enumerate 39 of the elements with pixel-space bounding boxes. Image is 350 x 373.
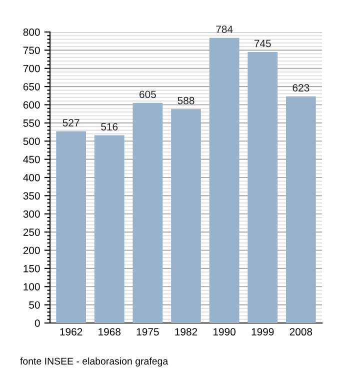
data-label: 605 (140, 90, 156, 98)
y-tick-label: 600 (23, 101, 40, 109)
y-tick-label: 450 (23, 156, 40, 164)
bar (286, 96, 316, 323)
y-tick-label: 400 (23, 174, 40, 182)
y-tick-label: 200 (23, 246, 40, 254)
y-tick-label: 800 (23, 28, 40, 36)
y-tick-label: 750 (23, 46, 40, 54)
x-tick-label: 1999 (252, 328, 274, 336)
bar (94, 135, 124, 323)
x-tick-label: 1982 (175, 328, 198, 336)
y-tick-label: 650 (23, 83, 40, 90)
data-label: 527 (62, 119, 80, 126)
x-tick-label: 1968 (98, 328, 121, 336)
bar (248, 52, 278, 323)
data-label: 745 (254, 40, 271, 48)
y-tick-label: 300 (23, 210, 40, 218)
bar (171, 109, 201, 323)
data-label: 516 (101, 123, 118, 130)
data-label: 623 (292, 84, 310, 92)
x-tick-label: 1962 (60, 328, 82, 336)
x-tick-label: 2008 (290, 328, 312, 336)
bar (209, 38, 240, 323)
y-tick-label: 150 (24, 264, 40, 272)
bar (56, 131, 86, 323)
bar (132, 102, 163, 323)
y-tick-label: 50 (29, 301, 40, 309)
y-tick-label: 100 (24, 283, 40, 290)
x-tick-label: 1975 (136, 328, 159, 336)
y-tick-label: 500 (23, 138, 40, 145)
data-label: 588 (178, 96, 194, 104)
y-tick-label: 700 (23, 64, 40, 72)
source-note: fonte INSEE - elaborasion grafega (20, 357, 168, 367)
x-tick-label: 1990 (214, 328, 236, 336)
y-tick-label: 250 (23, 228, 40, 236)
y-tick-label: 0 (34, 320, 40, 327)
y-tick-label: 350 (23, 192, 40, 200)
y-tick-label: 550 (23, 119, 40, 127)
data-label: 784 (216, 26, 233, 33)
